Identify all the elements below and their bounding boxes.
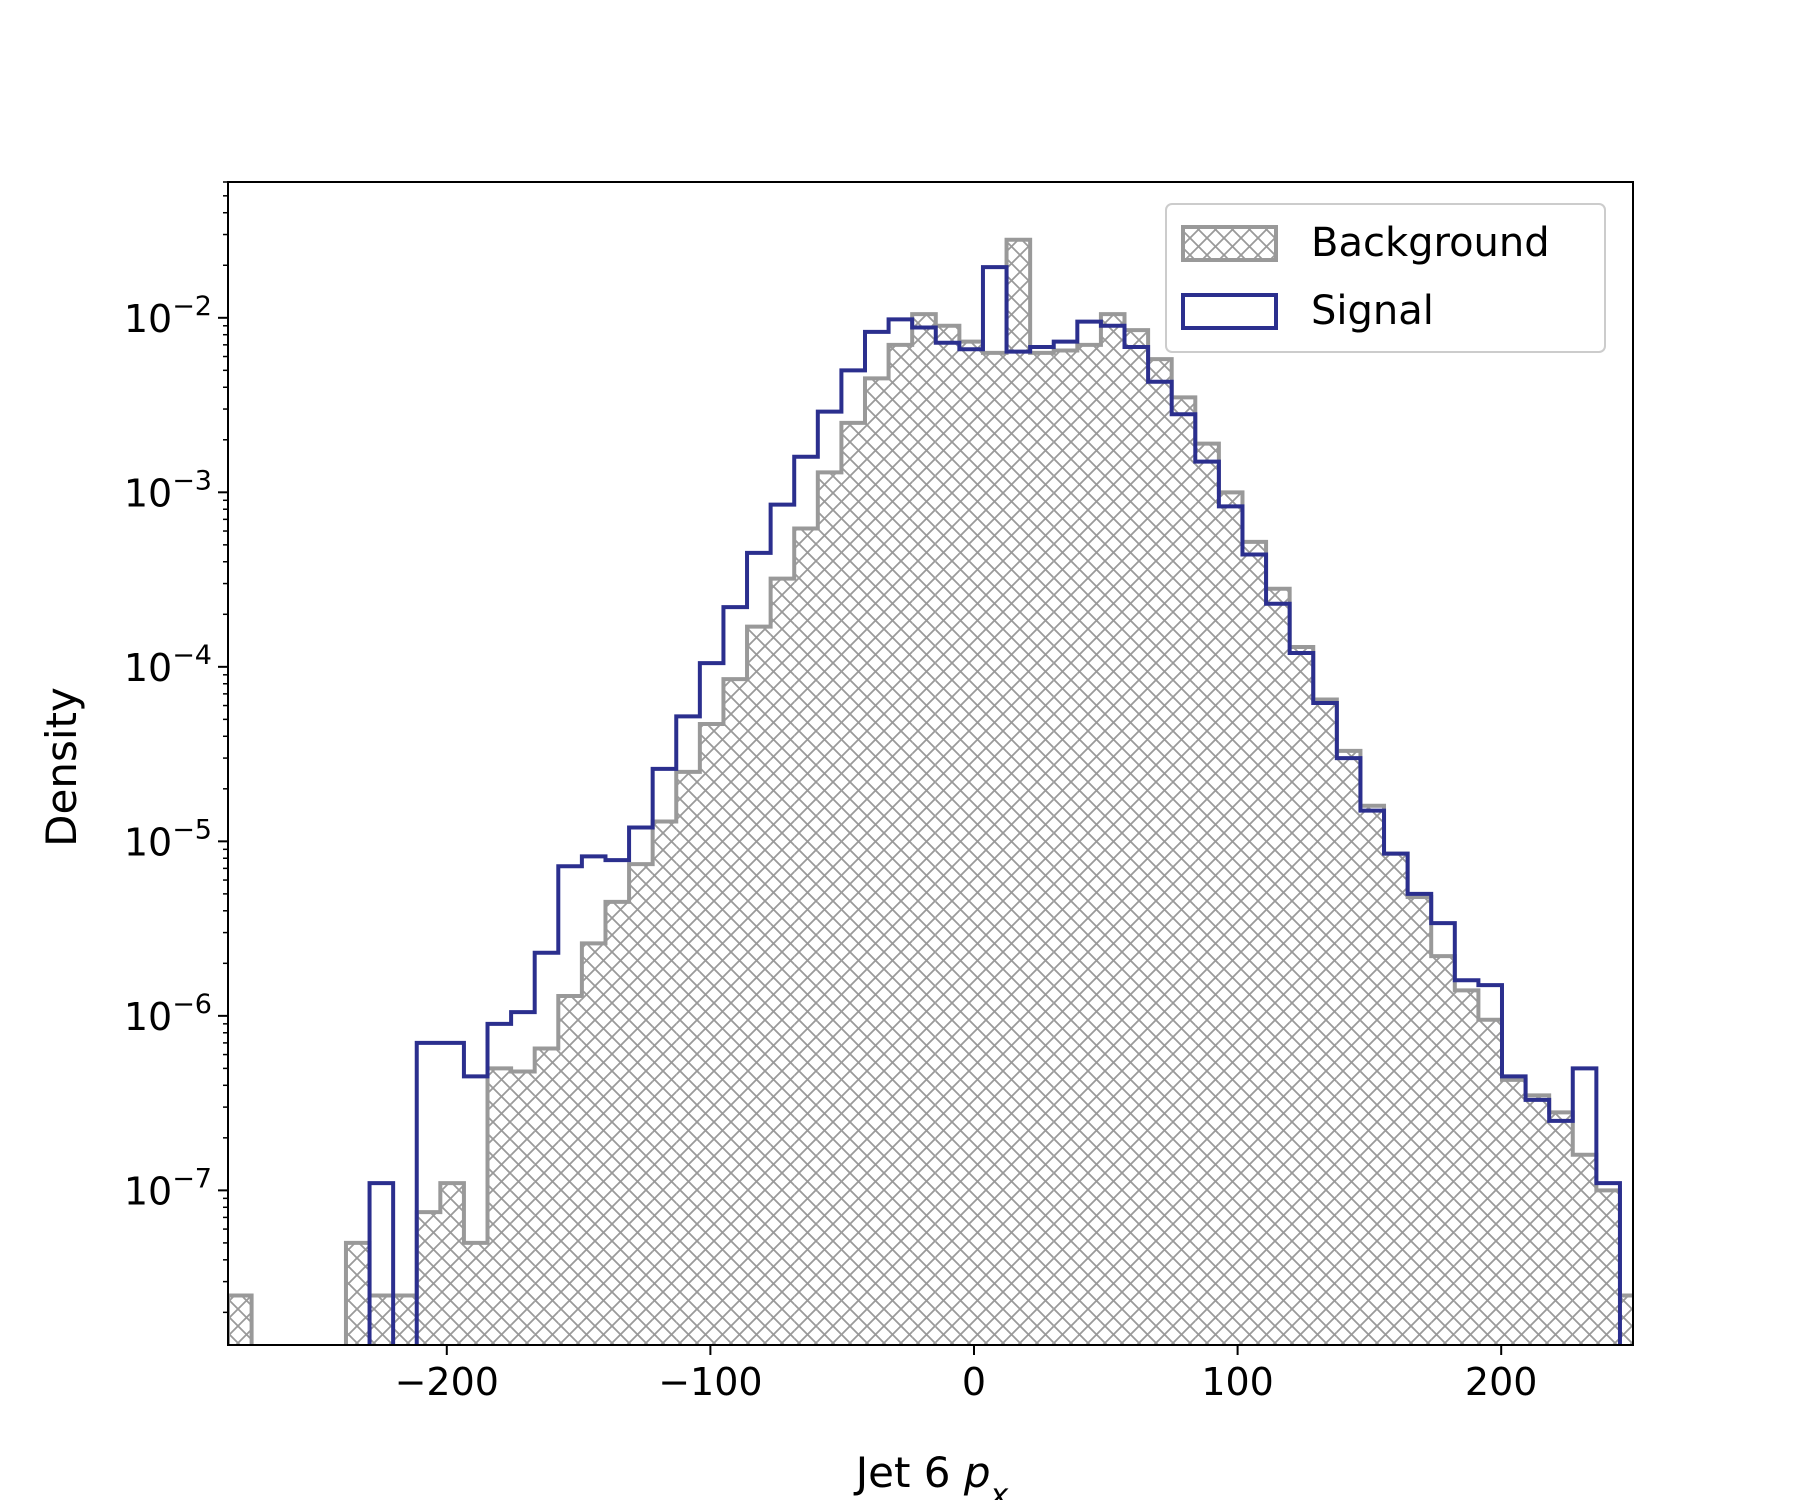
x-axis-label: Jet 6 px (853, 1448, 1009, 1500)
background-bar (1100, 314, 1125, 1345)
background-bar (1053, 350, 1078, 1345)
background-bar (817, 472, 842, 1345)
x-tick-label: −200 (395, 1360, 499, 1404)
background-bar (1454, 990, 1479, 1345)
background-bar (1242, 541, 1267, 1345)
background-bar (393, 1295, 417, 1345)
legend-swatch-signal (1181, 293, 1278, 330)
y-tick-label: 10−4 (124, 640, 212, 690)
background-bar (1171, 397, 1196, 1345)
background-bar (440, 1183, 464, 1345)
background-bar (794, 528, 818, 1345)
background-bar (1596, 1190, 1620, 1345)
background-bar (1431, 956, 1455, 1345)
background-bar (1195, 443, 1219, 1345)
background-bar (1691, 1295, 1715, 1385)
legend-swatch-background (1181, 225, 1278, 262)
background-bar (581, 943, 606, 1345)
background-bar (1289, 646, 1314, 1345)
background-bar (747, 626, 771, 1345)
background-bar (1077, 344, 1101, 1345)
background-bar (1266, 588, 1290, 1345)
background-bar (1336, 750, 1361, 1345)
histogram-layer (228, 237, 1715, 1385)
y-tick-label: 10−2 (124, 291, 212, 341)
background-bar (1030, 352, 1054, 1345)
x-tick-label: 0 (962, 1360, 986, 1404)
background-bar (1148, 359, 1172, 1345)
background-bar (723, 679, 748, 1345)
background-bar (1313, 699, 1337, 1345)
y-tick-label: 10−7 (124, 1163, 212, 1213)
background-bar (841, 422, 865, 1345)
x-axis: −200 −100 0 100 200 (395, 1345, 1538, 1404)
background-bar (629, 864, 653, 1345)
y-axis: 10−2 10−3 10−4 10−5 10−6 10−7 (124, 291, 228, 1213)
y-axis-label: Density (37, 687, 86, 847)
y-tick-label: 10−6 (124, 989, 212, 1039)
background-bar (1478, 1019, 1502, 1345)
background-series-outline (228, 237, 1633, 1345)
background-bar (935, 325, 960, 1345)
background-bar (982, 352, 1007, 1345)
background-bar (463, 1242, 488, 1345)
background-bar (699, 724, 724, 1345)
background-bar (369, 1295, 394, 1345)
signal-series-line (367, 265, 1622, 1345)
background-bar (1218, 492, 1243, 1345)
background-bar (511, 1071, 535, 1345)
background-bar (1572, 1154, 1597, 1345)
x-tick-label: 100 (1201, 1360, 1274, 1404)
x-tick-label: 200 (1465, 1360, 1538, 1404)
background-bar (1667, 1243, 1691, 1385)
background-bar (228, 1295, 252, 1345)
background-bar (1360, 805, 1385, 1345)
background-bar (1525, 1095, 1550, 1345)
background-bar (534, 1048, 559, 1345)
legend: Background Signal (1165, 203, 1606, 353)
background-bar (888, 344, 913, 1345)
plot-frame (227, 181, 1634, 1346)
background-bar (1549, 1112, 1573, 1345)
background-bar (605, 901, 630, 1345)
background-bar (558, 995, 582, 1345)
background-bar (652, 821, 677, 1345)
background-bar (1006, 239, 1031, 1345)
background-bar (676, 771, 700, 1345)
background-bar (1384, 853, 1408, 1345)
background-bar (912, 314, 936, 1345)
background-bar (416, 1212, 441, 1345)
background-bar (1619, 1295, 1633, 1345)
background-bar (1644, 1295, 1668, 1385)
background-bar (864, 378, 889, 1345)
y-tick-label: 10−5 (124, 814, 212, 864)
background-bar (1124, 330, 1149, 1345)
background-bar (1501, 1079, 1526, 1345)
y-tick-label: 10−3 (124, 465, 212, 515)
x-tick-label: −100 (658, 1360, 762, 1404)
background-bar (345, 1242, 370, 1345)
background-bar (1407, 896, 1432, 1345)
background-bar (959, 341, 983, 1345)
legend-label-background: Background (1311, 220, 1550, 266)
background-bar (487, 1068, 512, 1345)
legend-label-signal: Signal (1311, 288, 1434, 334)
background-bar (770, 578, 795, 1345)
